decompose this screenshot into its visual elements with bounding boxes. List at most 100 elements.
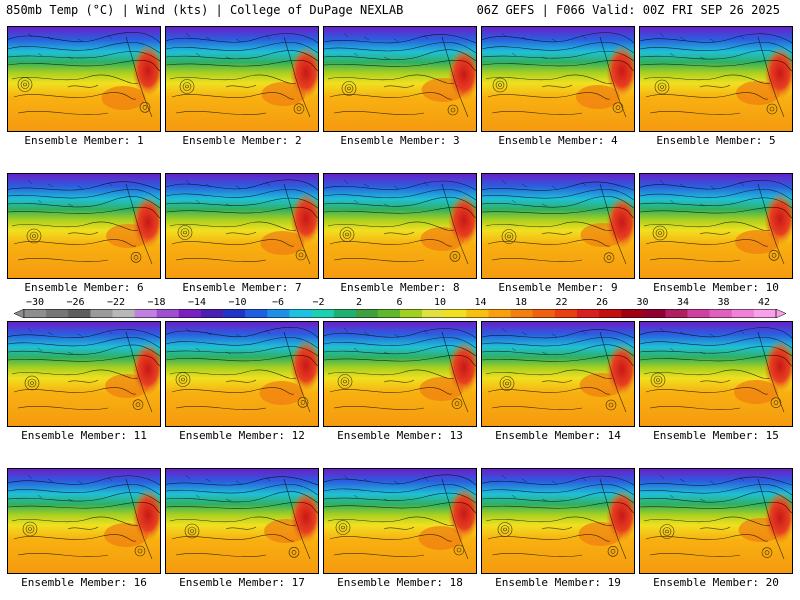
ensemble-member-panel: Ensemble Member: 15 — [639, 321, 793, 442]
ensemble-member-panel: Ensemble Member: 12 — [165, 321, 319, 442]
colorbar-tick-label: 30 — [636, 297, 649, 308]
ensemble-member-label: Ensemble Member: 3 — [340, 134, 460, 147]
colorbar-segment — [532, 309, 556, 318]
ensemble-member-label: Ensemble Member: 7 — [182, 281, 302, 294]
ensemble-member-panel: Ensemble Member: 7 — [165, 173, 319, 294]
product-title: 850mb Temp (°C) | Wind (kts) | College o… — [6, 3, 404, 17]
colorbar-segment — [355, 309, 379, 318]
temperature-wind-map — [323, 26, 477, 132]
colorbar-tick-label: 6 — [396, 297, 403, 308]
colorbar-segment — [753, 309, 777, 318]
colorbar-segment — [267, 309, 290, 318]
colorbar-segment — [599, 309, 622, 318]
temperature-wind-map — [639, 173, 793, 279]
temperature-wind-map — [639, 26, 793, 132]
ensemble-member-panel: Ensemble Member: 13 — [323, 321, 477, 442]
colorbar-tick-label: −26 — [66, 297, 85, 308]
colorbar-tick-label: 22 — [555, 297, 568, 308]
colorbar-segment — [488, 309, 511, 318]
ensemble-member-label: Ensemble Member: 10 — [653, 281, 779, 294]
ensemble-member-label: Ensemble Member: 13 — [337, 429, 463, 442]
colorbar-segment — [333, 309, 357, 318]
temperature-wind-map — [165, 173, 319, 279]
colorbar-segment — [687, 309, 710, 318]
temperature-wind-map — [165, 468, 319, 574]
colorbar-segment — [156, 309, 180, 318]
colorbar-segment — [400, 309, 423, 318]
ensemble-member-label: Ensemble Member: 5 — [656, 134, 776, 147]
colorbar-tick-label: 34 — [676, 297, 690, 308]
temperature-wind-map — [481, 173, 635, 279]
ensemble-member-label: Ensemble Member: 14 — [495, 429, 621, 442]
ensemble-member-label: Ensemble Member: 2 — [182, 134, 302, 147]
ensemble-member-label: Ensemble Member: 4 — [498, 134, 618, 147]
colorbar-segment — [466, 309, 489, 318]
ensemble-member-panel: Ensemble Member: 10 — [639, 173, 793, 294]
colorbar-tick-label: −6 — [271, 297, 285, 308]
ensemble-member-label: Ensemble Member: 6 — [24, 281, 144, 294]
colorbar-segment — [289, 309, 312, 318]
colorbar-segment — [643, 309, 666, 318]
colorbar-tick-label: 26 — [595, 297, 609, 308]
ensemble-member-panel: Ensemble Member: 18 — [323, 468, 477, 589]
colorbar-segment — [377, 309, 401, 318]
temperature-wind-map — [481, 26, 635, 132]
colorbar-segment — [576, 309, 600, 318]
temperature-wind-map — [165, 321, 319, 427]
colorbar-segment — [46, 309, 69, 318]
colorbar-tick-label: −22 — [106, 297, 126, 308]
ensemble-member-label: Ensemble Member: 20 — [653, 576, 779, 589]
colorbar-segment — [444, 309, 467, 318]
temperature-wind-map — [7, 468, 161, 574]
colorbar-segment — [112, 309, 135, 318]
colorbar-labels: −30 −26 −22 −18 −14 −10 −6 −2 2 6 10 14 18 22 26 30 34 38… — [0, 297, 800, 309]
colorbar-segment — [665, 309, 688, 318]
colorbar-tick-label: −14 — [187, 297, 207, 308]
colorbar-tick-label: 2 — [355, 297, 363, 308]
colorbar-segment — [510, 309, 534, 318]
temperature-wind-map — [639, 468, 793, 574]
colorbar-tick-label: 42 — [757, 297, 771, 308]
temperature-wind-map — [481, 321, 635, 427]
colorbar-tick-label: −2 — [312, 297, 325, 308]
ensemble-member-panel: Ensemble Member: 17 — [165, 468, 319, 589]
temperature-wind-map — [7, 26, 161, 132]
ensemble-member-panel: Ensemble Member: 1 — [7, 26, 161, 147]
colorbar-segment — [223, 309, 246, 318]
ensemble-member-label: Ensemble Member: 9 — [498, 281, 618, 294]
ensemble-member-panel: Ensemble Member: 3 — [323, 26, 477, 147]
ensemble-member-panel: Ensemble Member: 14 — [481, 321, 635, 442]
run-valid-time: 06Z GEFS | F066 Valid: 00Z FRI SEP 26 20… — [476, 3, 780, 17]
colorbar-segment — [731, 309, 755, 318]
colorbar-segment — [709, 309, 733, 318]
ensemble-member-panel: Ensemble Member: 11 — [7, 321, 161, 442]
ensemble-member-panel: Ensemble Member: 5 — [639, 26, 793, 147]
colorbar-outline — [23, 309, 777, 318]
colorbar-segment — [90, 309, 113, 318]
ensemble-member-panel: Ensemble Member: 19 — [481, 468, 635, 589]
colorbar-tick-label: 38 — [717, 297, 730, 308]
colorbar-tick-label: 18 — [514, 297, 528, 308]
ensemble-member-label: Ensemble Member: 15 — [653, 429, 779, 442]
colorbar-tick-label: 10 — [433, 297, 447, 308]
colorbar-segment — [200, 309, 224, 318]
colorbar-tick-label: −30 — [25, 297, 45, 308]
colorbar-tick-label: −18 — [147, 297, 166, 308]
ensemble-member-panel: Ensemble Member: 20 — [639, 468, 793, 589]
ensemble-member-label: Ensemble Member: 8 — [340, 281, 460, 294]
colorbar-segment — [554, 309, 578, 318]
temperature-wind-map — [165, 26, 319, 132]
colorbar-segment — [245, 309, 268, 318]
colorbar-segment — [422, 309, 445, 318]
ensemble-member-label: Ensemble Member: 18 — [337, 576, 463, 589]
ensemble-member-panel: Ensemble Member: 6 — [7, 173, 161, 294]
temperature-wind-map — [323, 321, 477, 427]
ensemble-member-label: Ensemble Member: 16 — [21, 576, 147, 589]
colorbar-segment — [134, 309, 158, 318]
ensemble-member-label: Ensemble Member: 12 — [179, 429, 305, 442]
colorbar-segment — [24, 309, 47, 318]
ensemble-member-panel: Ensemble Member: 2 — [165, 26, 319, 147]
ensemble-member-label: Ensemble Member: 17 — [179, 576, 305, 589]
ensemble-member-panel: Ensemble Member: 4 — [481, 26, 635, 147]
colorbar-tick-label: 14 — [474, 297, 487, 308]
